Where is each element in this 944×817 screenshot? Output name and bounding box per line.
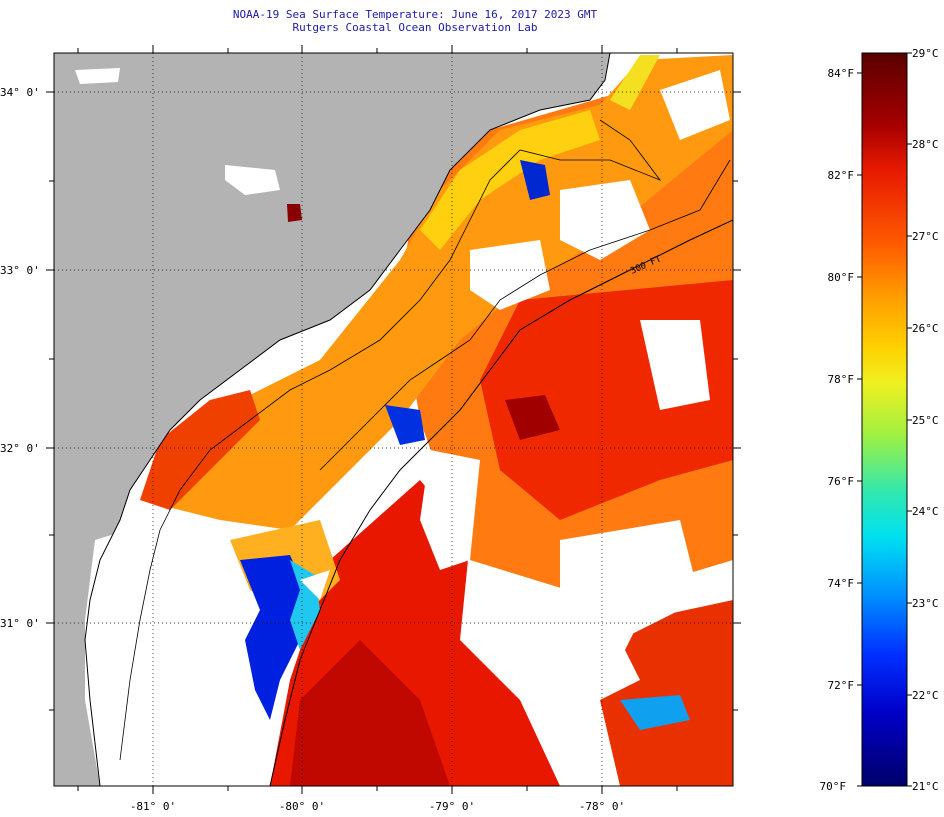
lon-label-79: -79° 0' [429, 800, 475, 813]
colorbar-f-label: 80°F [828, 271, 855, 284]
lake-hot-spot [287, 204, 302, 222]
lon-label-81: -81° 0' [130, 800, 176, 813]
sst-nearshore-yellow [420, 110, 600, 250]
colorbar-c-label: 24°C [912, 505, 939, 518]
map-ticks [46, 45, 741, 794]
coastline [84, 53, 611, 786]
inner-shelf-line [319, 159, 731, 471]
inland-cloud [85, 520, 260, 786]
inland-cloud [225, 165, 280, 195]
sst-cold-patch-se [620, 695, 690, 730]
isobath-300ft [269, 219, 733, 786]
sst-red-se [600, 600, 733, 786]
cloud-patch [300, 570, 330, 600]
cloud-patch [560, 180, 650, 260]
colorbar-c-label: 23°C [912, 597, 939, 610]
sst-coastal-red [140, 390, 260, 510]
sst-nearshore-orange [140, 55, 733, 530]
land [54, 53, 610, 786]
cloud-patch [660, 70, 730, 140]
colorbar-f-label: 74°F [828, 577, 855, 590]
colorbar-c-label: 26°C [912, 322, 939, 335]
sst-cape-yellow [610, 55, 660, 110]
cloud-patch [640, 320, 710, 410]
sst-darkred-stream-region [290, 640, 450, 786]
cloud-patch [470, 240, 550, 310]
colorbar-f-label: 84°F [828, 67, 855, 80]
map-frame [53, 52, 734, 787]
lon-label-78: -78° 0' [579, 800, 625, 813]
colorbar-f-label: 70°F [820, 780, 847, 793]
colorbar-c-label: 28°C [912, 138, 939, 151]
colorbar-ticks [857, 52, 912, 787]
lat-label-32: 32° 0' [0, 442, 40, 455]
lat-label-34: 34° 0' [0, 86, 40, 99]
sst-upwelling-cold [240, 555, 310, 720]
sst-cold-patch-mid [385, 405, 425, 445]
colorbar-c-label: 21°C [912, 780, 939, 793]
lat-label-33: 33° 0' [0, 264, 40, 277]
colorbar-f-label: 76°F [828, 475, 855, 488]
sst-hot-spot [505, 395, 560, 440]
colorbar-c-label: 25°C [912, 414, 939, 427]
colorbar-c-label: 27°C [912, 230, 939, 243]
lon-label-80: -80° 0' [279, 800, 325, 813]
sst-cold-patch-north [520, 160, 550, 200]
lat-label-31: 31° 0' [0, 617, 40, 630]
colorbar-c-label: 22°C [912, 689, 939, 702]
inland-cloud [75, 68, 120, 84]
map-area: 300 FT [54, 53, 733, 786]
cloud-patch [420, 450, 480, 570]
colorbar-c-label: 29°C [912, 47, 939, 60]
colorbar-f-label: 78°F [828, 373, 855, 386]
map-subtitle: Rutgers Coastal Ocean Observation Lab [292, 21, 538, 34]
colorbar-f-label: 72°F [828, 679, 855, 692]
cloud-patch [470, 600, 640, 720]
barrier-island-line [119, 119, 662, 761]
colorbar [861, 52, 908, 787]
map-title: NOAA-19 Sea Surface Temperature: June 16… [232, 8, 598, 21]
colorbar-f-label: 82°F [828, 169, 855, 182]
